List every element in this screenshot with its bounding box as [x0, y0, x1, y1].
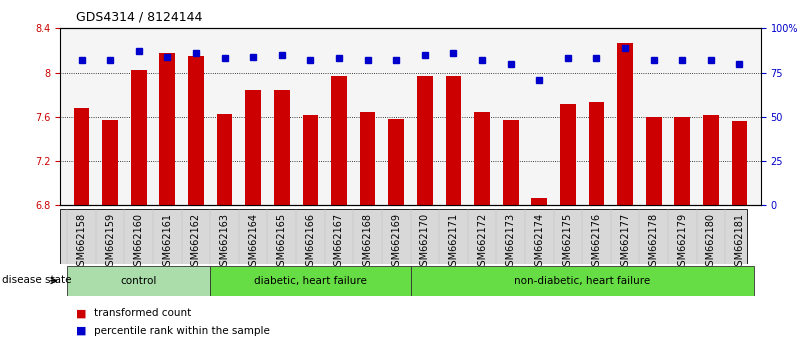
- Text: GSM662180: GSM662180: [706, 213, 716, 272]
- Bar: [674, 117, 690, 205]
- Bar: [703, 115, 718, 205]
- Text: GSM662159: GSM662159: [105, 213, 115, 272]
- FancyBboxPatch shape: [60, 209, 747, 264]
- Text: non-diabetic, heart failure: non-diabetic, heart failure: [514, 275, 650, 286]
- Text: GSM662162: GSM662162: [191, 213, 201, 272]
- Text: GSM662178: GSM662178: [649, 213, 658, 272]
- Text: GSM662175: GSM662175: [563, 213, 573, 273]
- Bar: [103, 120, 118, 205]
- Bar: [360, 113, 376, 205]
- Text: GSM662174: GSM662174: [534, 213, 544, 272]
- Bar: [731, 121, 747, 205]
- Bar: [303, 115, 318, 205]
- Text: GSM662168: GSM662168: [363, 213, 372, 272]
- Text: GSM662172: GSM662172: [477, 213, 487, 273]
- FancyBboxPatch shape: [410, 266, 754, 296]
- Bar: [445, 76, 461, 205]
- Text: transformed count: transformed count: [94, 308, 191, 318]
- Text: GSM662179: GSM662179: [678, 213, 687, 272]
- Text: GSM662173: GSM662173: [505, 213, 516, 272]
- FancyBboxPatch shape: [210, 266, 410, 296]
- Bar: [503, 120, 518, 205]
- Text: ■: ■: [76, 326, 87, 336]
- Bar: [417, 76, 433, 205]
- Text: GSM662160: GSM662160: [134, 213, 143, 272]
- Text: control: control: [121, 275, 157, 286]
- Text: GSM662171: GSM662171: [449, 213, 458, 272]
- Text: GDS4314 / 8124144: GDS4314 / 8124144: [76, 11, 203, 24]
- Text: GSM662165: GSM662165: [277, 213, 287, 272]
- Bar: [217, 114, 232, 205]
- Bar: [560, 104, 576, 205]
- Text: GSM662170: GSM662170: [420, 213, 430, 272]
- Text: GSM662158: GSM662158: [77, 213, 87, 272]
- Bar: [245, 90, 261, 205]
- Bar: [388, 119, 404, 205]
- Text: GSM662169: GSM662169: [391, 213, 401, 272]
- Text: diabetic, heart failure: diabetic, heart failure: [254, 275, 367, 286]
- Bar: [131, 70, 147, 205]
- Bar: [589, 102, 604, 205]
- Text: disease state: disease state: [2, 275, 72, 285]
- Text: GSM662181: GSM662181: [735, 213, 744, 272]
- Bar: [188, 56, 203, 205]
- Text: percentile rank within the sample: percentile rank within the sample: [94, 326, 270, 336]
- Text: GSM662163: GSM662163: [219, 213, 230, 272]
- Text: GSM662177: GSM662177: [620, 213, 630, 273]
- Bar: [474, 113, 490, 205]
- Bar: [274, 90, 290, 205]
- Bar: [74, 108, 90, 205]
- Bar: [646, 117, 662, 205]
- Bar: [331, 76, 347, 205]
- FancyBboxPatch shape: [67, 266, 210, 296]
- Text: GSM662161: GSM662161: [163, 213, 172, 272]
- Bar: [159, 53, 175, 205]
- Bar: [531, 198, 547, 205]
- Text: GSM662166: GSM662166: [305, 213, 316, 272]
- Text: GSM662176: GSM662176: [591, 213, 602, 272]
- Text: GSM662167: GSM662167: [334, 213, 344, 272]
- Text: ■: ■: [76, 308, 87, 318]
- Bar: [618, 43, 633, 205]
- Text: GSM662164: GSM662164: [248, 213, 258, 272]
